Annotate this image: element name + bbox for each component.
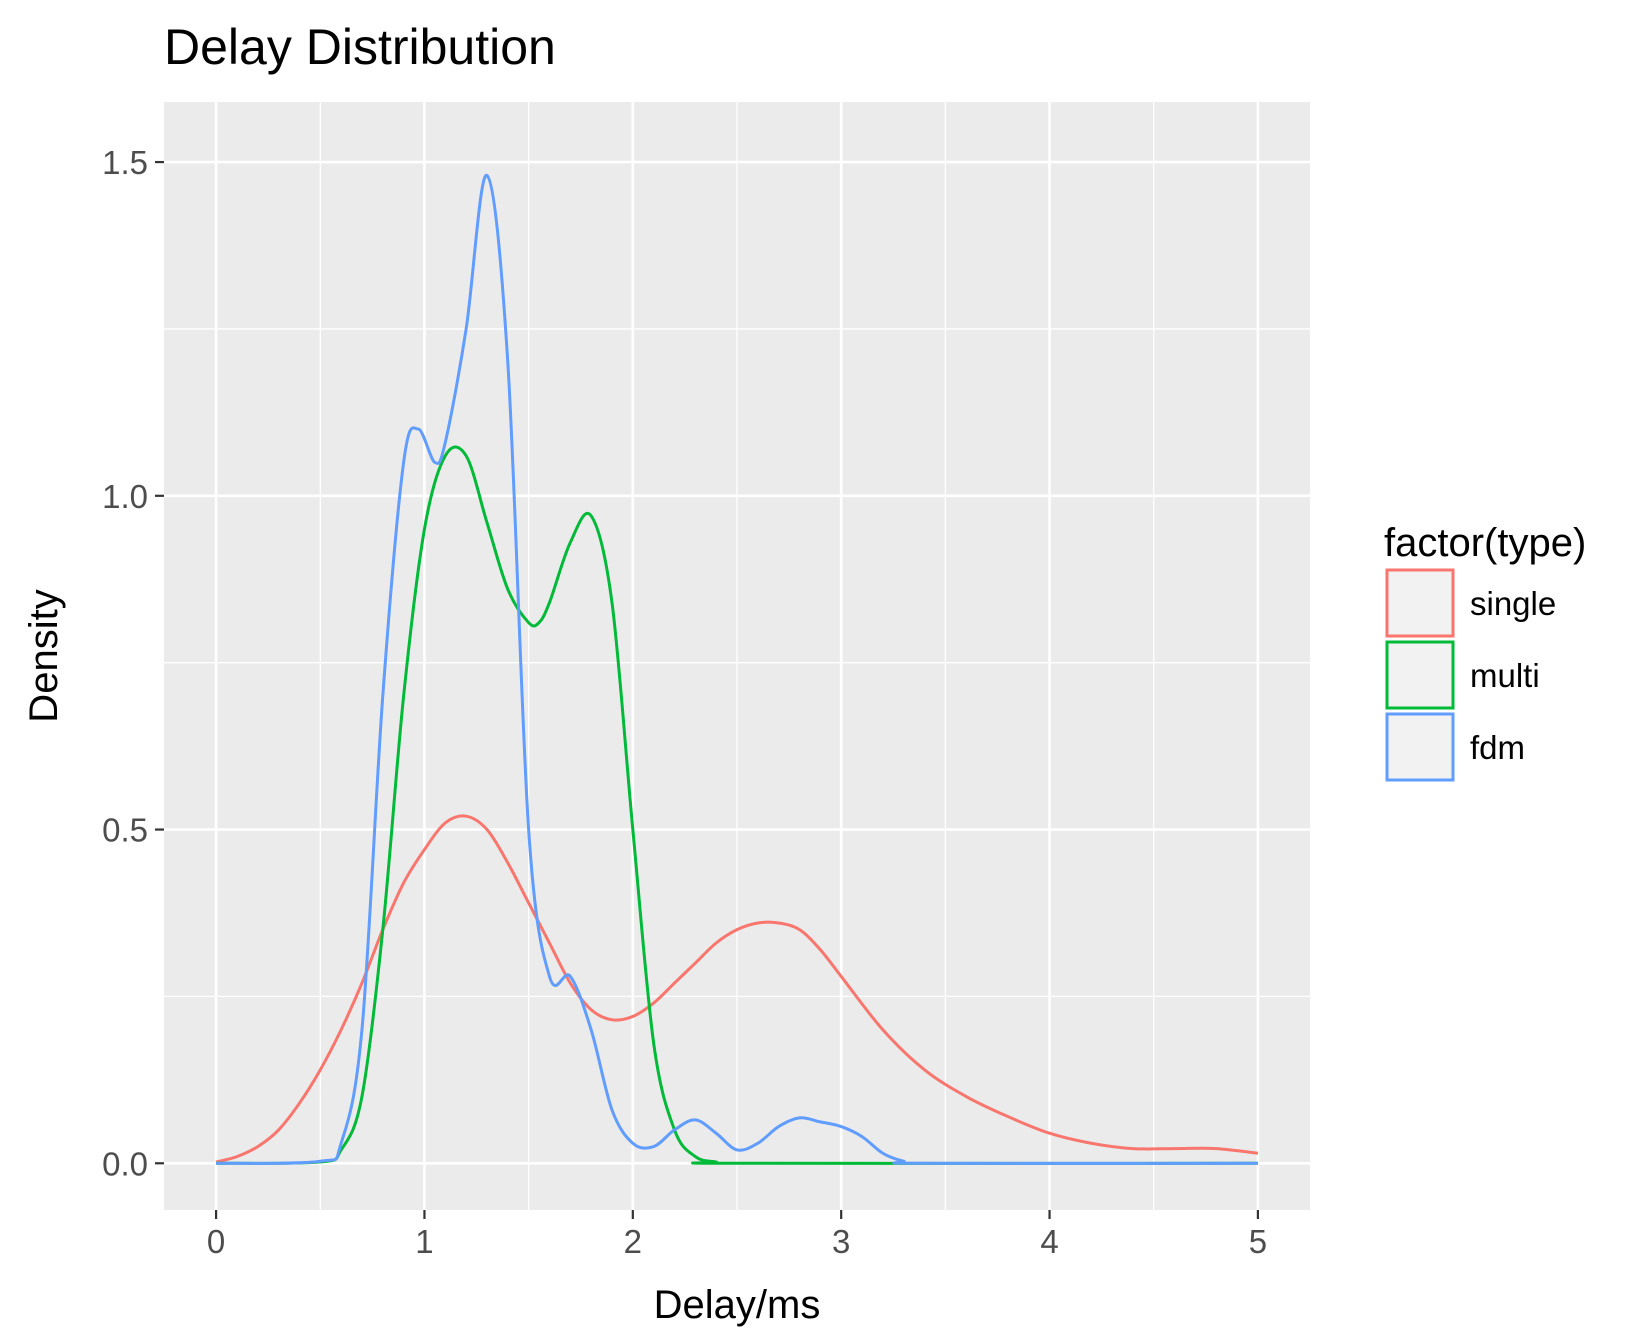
- legend-label-single: single: [1470, 585, 1556, 622]
- y-axis: 0.0 0.5 1.0 1.5: [102, 144, 164, 1182]
- chart-title: Delay Distribution: [164, 19, 556, 75]
- x-tick-label: 5: [1249, 1223, 1267, 1260]
- y-tick-label: 1.5: [102, 144, 148, 181]
- legend-label-fdm: fdm: [1470, 729, 1525, 766]
- minor-gridlines: [164, 102, 1310, 1210]
- legend-key-single: [1385, 568, 1455, 638]
- x-tick-label: 2: [624, 1223, 642, 1260]
- x-tick-label: 0: [207, 1223, 225, 1260]
- legend: factor(type) single multi fdm: [1384, 521, 1586, 782]
- legend-label-multi: multi: [1470, 657, 1540, 694]
- y-tick-label: 0.0: [102, 1145, 148, 1182]
- legend-key-multi: [1385, 640, 1455, 710]
- series-single-line: [215, 814, 1259, 1164]
- x-tick-label: 3: [832, 1223, 850, 1260]
- x-tick-label: 4: [1040, 1223, 1058, 1260]
- legend-key-fdm: [1385, 712, 1455, 782]
- legend-items: single multi fdm: [1385, 568, 1556, 782]
- x-axis: 0 1 2 3 4 5: [207, 1210, 1267, 1260]
- x-tick-label: 1: [415, 1223, 433, 1260]
- x-axis-title: Delay/ms: [654, 1283, 821, 1327]
- series-multi-line: [216, 445, 1258, 1165]
- series-lines: [215, 173, 1259, 1165]
- legend-title: factor(type): [1384, 521, 1586, 565]
- y-axis-title: Density: [22, 589, 66, 722]
- y-tick-label: 1.0: [102, 478, 148, 515]
- series-fdm-line: [216, 173, 1258, 1165]
- y-tick-label: 0.5: [102, 812, 148, 849]
